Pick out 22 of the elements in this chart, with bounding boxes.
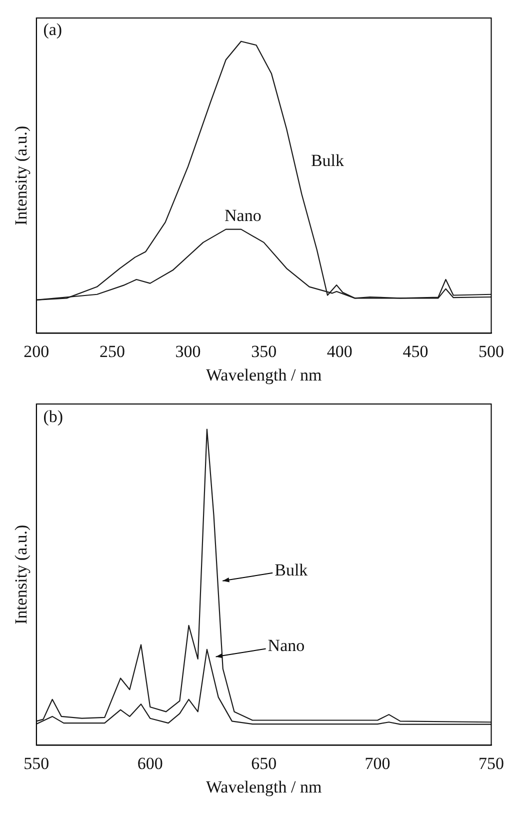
x-tick-label: 650: [251, 754, 277, 773]
y-axis-title: Intensity (a.u.): [12, 126, 31, 226]
x-tick-label: 200: [24, 342, 50, 361]
x-axis-title: Wavelength / nm: [206, 777, 322, 796]
x-tick-label: 400: [326, 342, 352, 361]
text: (b): [43, 407, 64, 426]
x-tick-label: 600: [137, 754, 163, 773]
x-tick-label: 450: [402, 342, 428, 361]
annotation: Bulk: [310, 151, 345, 170]
x-tick-label: 750: [478, 754, 504, 773]
x-tick-label: 500: [478, 342, 504, 361]
x-tick-label: 350: [251, 342, 277, 361]
annotation: Nano: [224, 206, 262, 226]
x-tick-label: 550: [24, 754, 50, 773]
x-tick-label: 700: [364, 754, 390, 773]
annotation: Nano: [268, 636, 305, 656]
x-tick-label: 300: [175, 342, 201, 361]
text: (a): [43, 20, 62, 40]
x-axis-title: Wavelength / nm: [206, 365, 322, 384]
x-tick-label: 250: [99, 342, 125, 361]
annotation: Bulk: [274, 560, 308, 580]
y-axis-title: Intensity (a.u.): [12, 524, 31, 624]
